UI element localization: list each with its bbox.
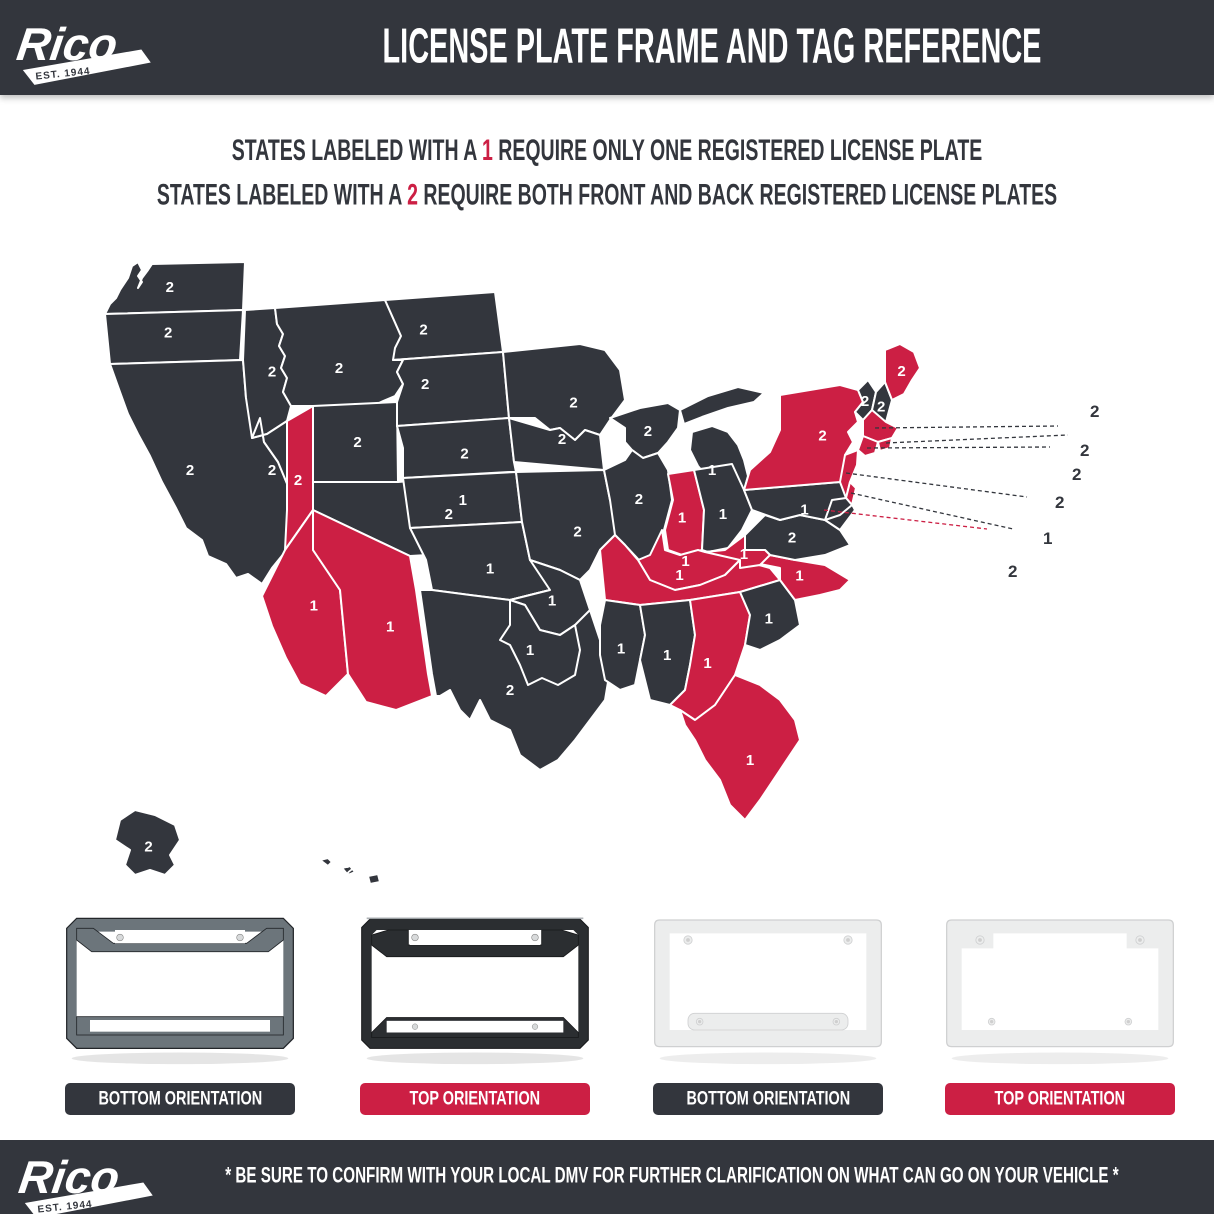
svg-text:2: 2 (346, 862, 354, 879)
svg-text:2: 2 (644, 423, 652, 440)
svg-text:2: 2 (419, 321, 427, 338)
svg-text:1: 1 (719, 506, 727, 523)
svg-text:2: 2 (268, 364, 276, 381)
svg-text:2: 2 (144, 839, 152, 856)
svg-text:2: 2 (421, 376, 429, 393)
svg-text:1: 1 (795, 567, 803, 584)
svg-text:1: 1 (548, 593, 556, 610)
svg-text:2: 2 (788, 530, 796, 547)
svg-text:2: 2 (1080, 441, 1089, 460)
svg-text:2: 2 (506, 682, 514, 699)
svg-text:2: 2 (635, 491, 643, 508)
svg-text:1: 1 (526, 642, 534, 659)
svg-text:1: 1 (486, 560, 494, 577)
svg-text:1: 1 (708, 462, 716, 479)
svg-text:2: 2 (1055, 493, 1064, 512)
svg-text:2: 2 (268, 462, 276, 479)
svg-text:2: 2 (1072, 465, 1081, 484)
svg-text:1: 1 (310, 597, 318, 614)
svg-text:2: 2 (877, 398, 885, 415)
svg-text:2: 2 (166, 279, 174, 296)
svg-text:2: 2 (897, 363, 905, 380)
svg-text:1: 1 (703, 655, 711, 672)
svg-text:2: 2 (460, 446, 468, 463)
svg-text:1: 1 (663, 647, 671, 664)
svg-text:2: 2 (861, 393, 869, 410)
svg-text:1: 1 (800, 502, 808, 519)
svg-text:2: 2 (818, 427, 826, 444)
svg-text:2: 2 (353, 434, 361, 451)
svg-text:2: 2 (186, 462, 194, 479)
svg-text:1: 1 (740, 546, 748, 563)
svg-text:1: 1 (678, 509, 686, 526)
svg-text:1: 1 (1043, 529, 1052, 548)
svg-text:1: 1 (746, 752, 754, 769)
svg-text:1: 1 (459, 492, 467, 509)
svg-text:2: 2 (164, 324, 172, 341)
svg-text:2: 2 (445, 506, 453, 523)
svg-text:2: 2 (335, 360, 343, 377)
svg-text:1: 1 (765, 610, 773, 627)
svg-text:2: 2 (1008, 562, 1017, 581)
svg-text:1: 1 (617, 640, 625, 657)
svg-text:2: 2 (294, 472, 302, 489)
svg-text:2: 2 (569, 395, 577, 412)
svg-text:1: 1 (675, 567, 683, 584)
svg-text:1: 1 (386, 619, 394, 636)
svg-text:2: 2 (558, 431, 566, 448)
svg-text:2: 2 (573, 523, 581, 540)
svg-text:2: 2 (1090, 402, 1099, 421)
